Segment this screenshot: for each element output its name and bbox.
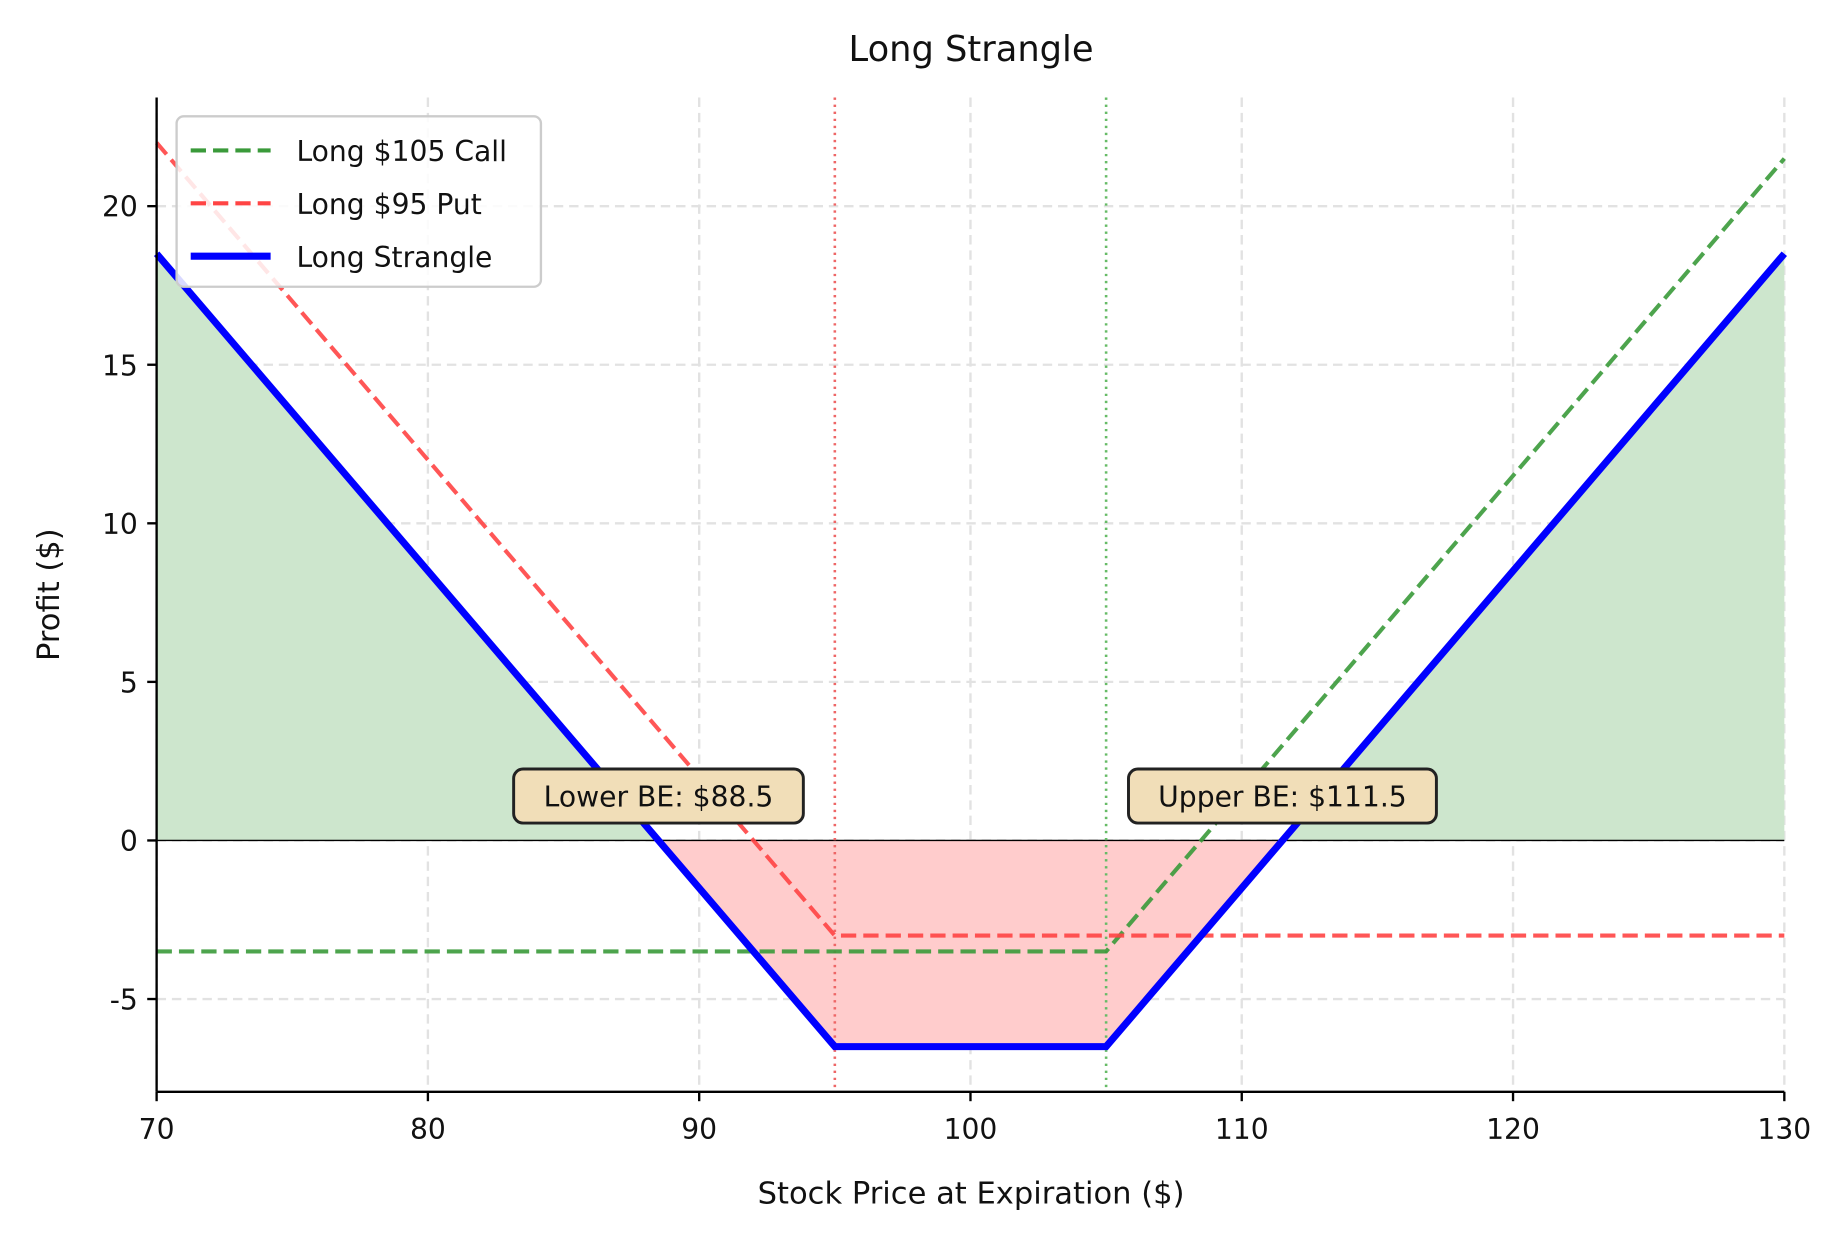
x-tick-label: 80: [410, 1113, 446, 1146]
y-tick-label: 15: [102, 349, 138, 382]
y-axis-label: Profit ($): [32, 528, 67, 661]
x-tick-label: 70: [139, 1113, 175, 1146]
legend-label: Long $95 Put: [296, 188, 481, 221]
profit-fill: [1282, 253, 1785, 841]
chart-title: Long Strangle: [849, 29, 1094, 70]
loss-fill: [658, 840, 1283, 1047]
legend-label: Long $105 Call: [296, 135, 506, 168]
x-tick-label: 110: [1215, 1113, 1269, 1146]
y-tick-label: 10: [102, 508, 138, 541]
y-tick-label: 20: [102, 191, 138, 224]
annotation-box: [512, 767, 805, 825]
x-tick-label: 90: [681, 1113, 717, 1146]
annotation-label: Upper BE: $111.5: [1158, 781, 1407, 814]
annotations: Lower BE: $88.5 Upper BE: $111.5: [512, 767, 1438, 825]
legend: Long $105 Call Long $95 Put Long Strangle: [175, 115, 543, 288]
y-tick-label: 5: [120, 666, 138, 699]
legend-box: [175, 115, 543, 288]
x-axis-label: Stock Price at Expiration ($): [758, 1176, 1185, 1211]
x-tick-label: 120: [1486, 1113, 1540, 1146]
axes: [155, 97, 1785, 1093]
x-tick-label: 130: [1757, 1113, 1811, 1146]
x-tick-label: 100: [944, 1113, 998, 1146]
ticks: 70 80 90 100 110 120 130 -5 0 5 10 15 20: [102, 191, 1811, 1146]
annotation-label: Lower BE: $88.5: [544, 781, 774, 814]
y-tick-label: 0: [120, 825, 138, 858]
series-line-1: [155, 141, 1785, 938]
series-line-0: [156, 157, 1786, 954]
y-tick-label: -5: [110, 984, 138, 1017]
series: [153, 141, 1788, 1051]
annotation-box: [1127, 767, 1438, 825]
legend-label: Long Strangle: [296, 241, 492, 274]
series-line-2: [153, 251, 1788, 1051]
